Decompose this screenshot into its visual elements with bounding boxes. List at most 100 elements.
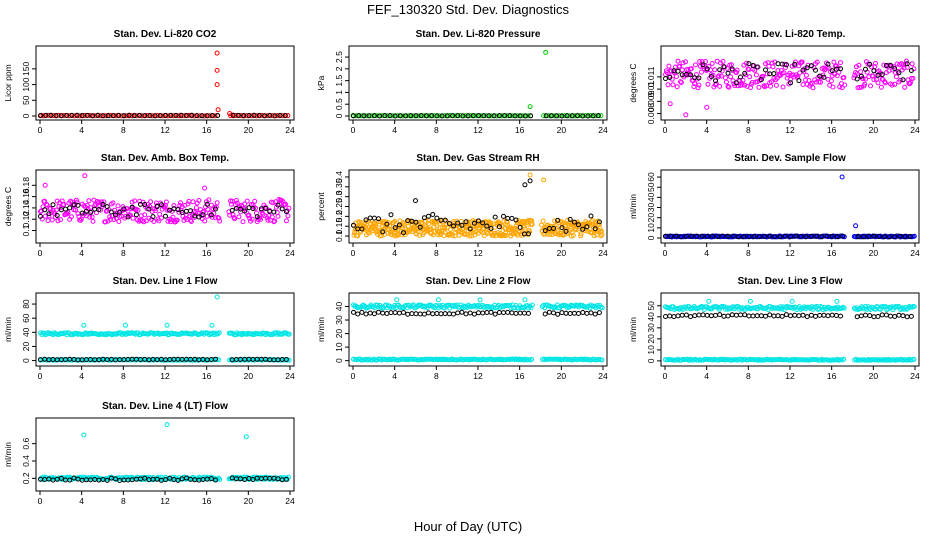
data-point <box>500 223 505 229</box>
x-tick-label: 4 <box>704 125 709 135</box>
y-tick-label: 0.6 <box>21 437 31 449</box>
data-point <box>667 101 673 107</box>
data-point <box>717 83 723 89</box>
y-tick-label: 0.1 <box>334 230 344 242</box>
chart-panel-3: Stan. Dev. Li-820 Temp.0 4 8 12 16 20 240.0080… <box>628 29 920 135</box>
data-point <box>53 113 59 118</box>
series-hourly <box>351 113 601 119</box>
data-point <box>196 198 202 203</box>
data-point <box>666 63 672 69</box>
data-point <box>575 113 580 119</box>
data-point <box>183 113 189 118</box>
data-point <box>715 234 721 240</box>
data-point <box>713 78 718 84</box>
data-point <box>735 304 741 310</box>
series-hourly <box>663 233 913 240</box>
data-point <box>61 113 67 118</box>
data-point <box>204 113 210 119</box>
y-axis-label: ml/min <box>316 317 326 342</box>
data-point <box>551 356 556 362</box>
data-point <box>758 313 764 319</box>
data-point <box>417 224 423 230</box>
data-point <box>767 312 773 318</box>
data-point <box>384 113 390 119</box>
x-tick-label: 8 <box>434 248 439 258</box>
x-tick-label: 24 <box>598 248 608 258</box>
data-point <box>599 357 605 363</box>
y-tick-label: 60 <box>21 313 31 323</box>
x-tick-label: 4 <box>79 125 84 135</box>
data-point <box>279 206 285 212</box>
data-point <box>451 311 456 317</box>
data-point <box>863 76 868 82</box>
data-point <box>515 113 521 119</box>
data-point <box>120 204 126 210</box>
data-point <box>496 224 502 230</box>
data-point <box>82 113 88 118</box>
data-point <box>683 233 689 239</box>
data-point <box>876 233 882 239</box>
data-point <box>668 233 674 239</box>
data-point <box>900 77 906 83</box>
data-point <box>363 217 369 223</box>
data-point <box>559 225 565 231</box>
data-point <box>96 207 102 213</box>
data-point <box>209 214 215 220</box>
data-point <box>233 197 239 203</box>
data-point <box>598 113 604 119</box>
data-point <box>762 234 767 239</box>
data-point <box>413 113 419 119</box>
series-minute-a <box>38 294 292 338</box>
data-point <box>438 311 444 317</box>
data-point <box>249 216 255 222</box>
data-point <box>746 313 752 319</box>
data-point <box>177 202 183 208</box>
y-tick-label: 0.14 <box>21 199 31 216</box>
data-point <box>236 214 242 220</box>
data-point <box>758 77 764 83</box>
data-point <box>775 313 781 319</box>
data-point <box>409 311 415 317</box>
series-minute-a <box>351 297 605 311</box>
data-point <box>243 434 249 440</box>
data-point <box>867 61 873 67</box>
data-point <box>699 59 705 65</box>
y-tick-label: 20 <box>646 334 656 344</box>
data-point <box>212 113 218 119</box>
data-point <box>680 60 686 66</box>
data-point <box>465 113 471 119</box>
y-tick-label: 100 <box>21 77 31 91</box>
data-point <box>902 84 908 90</box>
data-point <box>275 213 281 219</box>
data-point <box>238 113 244 119</box>
data-point <box>88 209 93 215</box>
x-tick-label: 20 <box>557 371 567 381</box>
data-point <box>675 68 681 74</box>
data-point <box>382 113 388 119</box>
data-point <box>390 113 396 119</box>
data-point <box>879 72 885 78</box>
y-tick-label: 50 <box>646 301 656 311</box>
data-point <box>90 218 96 224</box>
data-point <box>100 113 106 119</box>
data-point <box>163 112 168 118</box>
data-point <box>405 311 411 317</box>
data-point <box>693 62 698 68</box>
data-point <box>283 218 289 224</box>
series-minute <box>350 49 604 119</box>
data-point <box>208 476 214 482</box>
data-point <box>367 310 373 316</box>
data-point <box>839 174 845 180</box>
data-point <box>555 217 561 223</box>
data-point <box>887 234 892 240</box>
data-point <box>546 113 552 119</box>
data-point <box>217 218 223 224</box>
data-point <box>45 112 51 118</box>
y-tick-label: 0.4 <box>334 171 344 183</box>
x-tick-label: 0 <box>663 371 668 381</box>
data-point <box>179 210 185 215</box>
data-point <box>677 63 683 69</box>
data-point <box>249 113 254 119</box>
x-tick-label: 16 <box>202 248 212 258</box>
data-point <box>446 311 452 317</box>
